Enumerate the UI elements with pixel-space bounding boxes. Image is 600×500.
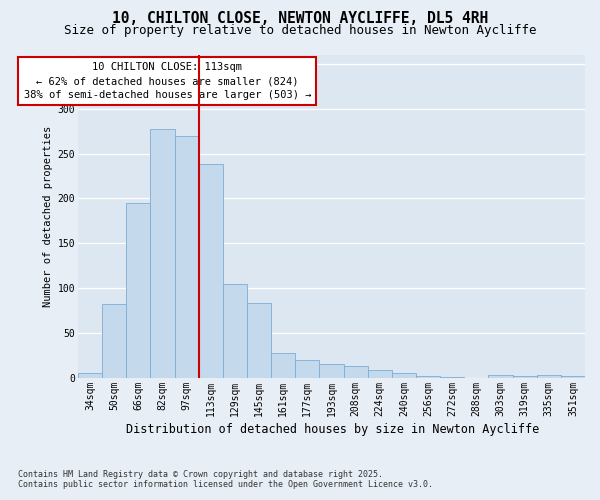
- Y-axis label: Number of detached properties: Number of detached properties: [43, 126, 53, 307]
- Text: 10, CHILTON CLOSE, NEWTON AYCLIFFE, DL5 4RH: 10, CHILTON CLOSE, NEWTON AYCLIFFE, DL5 …: [112, 11, 488, 26]
- Bar: [126, 203, 151, 378]
- Bar: [368, 370, 392, 378]
- Bar: [319, 364, 344, 378]
- Bar: [199, 164, 223, 378]
- Bar: [392, 373, 416, 378]
- Bar: [175, 136, 199, 378]
- Bar: [416, 376, 440, 378]
- Text: 10 CHILTON CLOSE: 113sqm
← 62% of detached houses are smaller (824)
38% of semi-: 10 CHILTON CLOSE: 113sqm ← 62% of detach…: [23, 62, 311, 100]
- Bar: [440, 376, 464, 378]
- Bar: [247, 303, 271, 378]
- Bar: [488, 375, 512, 378]
- Bar: [344, 366, 368, 378]
- Bar: [561, 376, 585, 378]
- Text: Contains HM Land Registry data © Crown copyright and database right 2025.
Contai: Contains HM Land Registry data © Crown c…: [18, 470, 433, 490]
- Text: Distribution of detached houses by size in Newton Aycliffe: Distribution of detached houses by size …: [127, 422, 539, 436]
- Bar: [271, 354, 295, 378]
- Bar: [537, 375, 561, 378]
- Bar: [512, 376, 537, 378]
- Bar: [295, 360, 319, 378]
- Bar: [223, 284, 247, 378]
- Bar: [151, 130, 175, 378]
- Text: Size of property relative to detached houses in Newton Aycliffe: Size of property relative to detached ho…: [64, 24, 536, 37]
- Bar: [102, 304, 126, 378]
- Bar: [78, 373, 102, 378]
